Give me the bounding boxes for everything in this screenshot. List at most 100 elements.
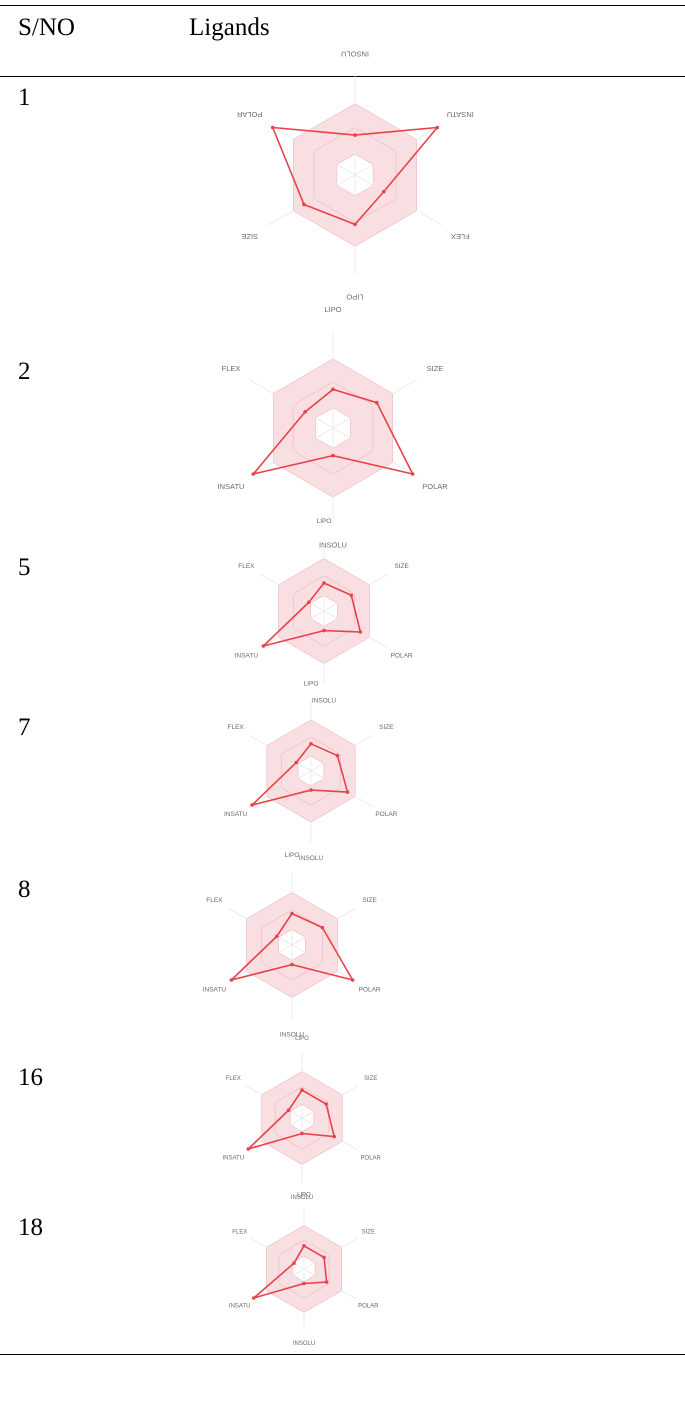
optimal-range-band (246, 892, 338, 998)
axis-spoke (248, 734, 312, 772)
axis-spoke (301, 1117, 359, 1151)
data-point (375, 400, 379, 405)
bioavailability-radar-chart: LIPO SIZE POLAR INSOLU INSATU FLEX (203, 852, 381, 1038)
axis-spoke (310, 770, 374, 808)
axis-label: INSOLU (291, 1195, 313, 1201)
axis-spoke (291, 944, 356, 983)
data-point (322, 1255, 326, 1260)
data-point (435, 125, 440, 130)
axis-label: SIZE (362, 897, 377, 904)
axis-spoke (332, 427, 417, 477)
axis-label: INSATU (229, 1304, 251, 1310)
axis-label: LIPO (317, 518, 332, 525)
axis-spoke (268, 174, 356, 226)
axis-label: POLAR (358, 1304, 379, 1310)
axis-label: INSOLU (299, 855, 324, 862)
data-point (261, 644, 266, 648)
axis-spoke (303, 1238, 357, 1270)
data-point (335, 753, 340, 758)
header-sno: S/NO (18, 14, 75, 41)
data-point (358, 630, 363, 634)
axis-spoke (303, 1268, 357, 1300)
axis-spoke (228, 944, 293, 983)
data-point (251, 472, 256, 476)
data-point (292, 1261, 296, 1265)
data-point (410, 472, 415, 476)
row-sno: 2 (18, 358, 31, 385)
axis-spoke (260, 610, 325, 649)
data-point (324, 1280, 329, 1284)
axis-label: INSATU (222, 1155, 244, 1161)
axis-label: INSOLU (319, 541, 347, 550)
data-point (250, 803, 254, 807)
optimal-range-band (266, 1225, 342, 1313)
data-point (286, 1108, 291, 1113)
optimal-range-band (293, 103, 417, 247)
data-point (290, 962, 294, 967)
data-point (302, 202, 306, 207)
axis-label: LIPO (324, 305, 341, 314)
axis-spoke (245, 1085, 303, 1119)
axis-label: SIZE (427, 364, 444, 373)
axis-label: INSOLU (293, 1341, 315, 1347)
data-point (345, 790, 350, 794)
bioavailability-radar-chart: LIPO SIZE POLAR INSOLU INSATU FLEX (236, 49, 474, 301)
axis-label: INSATU (218, 482, 245, 491)
row-sno: 7 (18, 714, 31, 741)
row-sno: 8 (18, 876, 31, 903)
data-point (320, 925, 325, 930)
data-point (331, 387, 335, 392)
data-point (331, 453, 335, 458)
axis-label: LIPO (285, 852, 300, 859)
data-point (246, 1147, 251, 1151)
axis-spoke (251, 1268, 305, 1300)
axis-label: POLAR (361, 1155, 382, 1161)
axis-label: LIPO (304, 681, 319, 688)
axis-label: POLAR (236, 110, 262, 119)
axis-label: FLEX (451, 232, 470, 241)
axis-label: POLAR (359, 987, 381, 994)
axis-label: FLEX (226, 1076, 241, 1082)
data-point (381, 189, 386, 194)
axis-spoke (249, 379, 334, 429)
axis-label: FLEX (206, 897, 223, 904)
axis-label: LIPO (295, 1036, 309, 1042)
bioavailability-radar-chart: LIPO SIZE POLAR INSOLU INSATU FLEX (235, 518, 413, 704)
axis-spoke (354, 124, 442, 176)
bioavailability-radar-chart: LIPO SIZE POLAR INSOLU INSATU FLEX (224, 681, 398, 862)
axis-label: INSATU (447, 110, 474, 119)
header-bottom-rule (0, 76, 685, 77)
data-point (251, 1296, 256, 1300)
axis-label: INSOLU (341, 49, 369, 58)
axis-spoke (248, 770, 312, 808)
axis-label: INSOLU (312, 697, 337, 704)
data-point (303, 410, 307, 414)
data-point (229, 978, 234, 982)
axis-label: INSOLU (280, 1031, 305, 1038)
data-point (275, 934, 279, 939)
axis-label: SIZE (394, 563, 409, 570)
axis-spoke (228, 907, 293, 946)
row-sno: 18 (18, 1214, 43, 1241)
axis-spoke (249, 427, 334, 477)
data-point (353, 222, 357, 227)
data-point (353, 133, 357, 137)
data-point (290, 911, 294, 916)
axis-label: POLAR (391, 653, 413, 660)
data-point (302, 1281, 306, 1286)
data-point (332, 1134, 337, 1139)
optimal-range-band (278, 558, 370, 664)
data-point (350, 978, 355, 982)
axis-label: FLEX (227, 724, 244, 731)
axis-label: INSATU (203, 987, 227, 994)
axis-spoke (332, 379, 417, 429)
axis-spoke (310, 734, 374, 772)
axis-label: SIZE (362, 1229, 375, 1235)
axis-label: POLAR (375, 811, 397, 818)
axis-label: SIZE (241, 232, 258, 241)
axis-spoke (245, 1117, 303, 1151)
data-point (349, 593, 354, 598)
axis-label: LIPO (297, 1192, 311, 1198)
axis-spoke (323, 610, 388, 649)
row-sno: 5 (18, 554, 31, 581)
